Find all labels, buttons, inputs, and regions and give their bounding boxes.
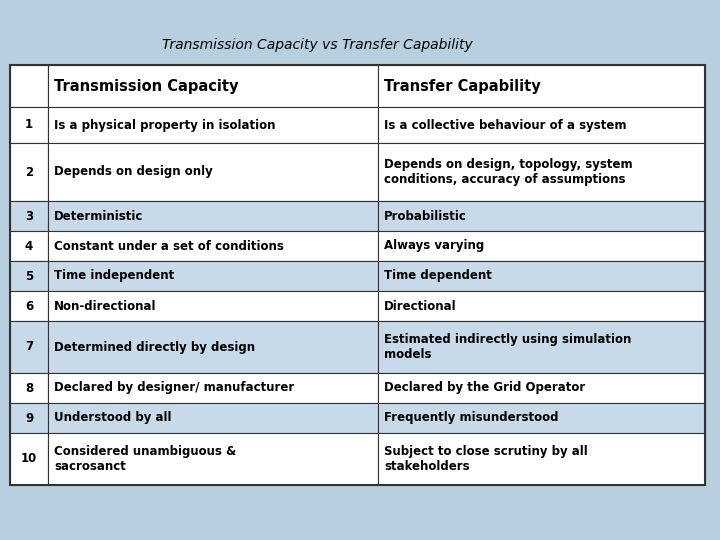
Bar <box>10 291 48 321</box>
Bar <box>378 261 705 291</box>
Bar <box>10 321 48 373</box>
Bar <box>48 433 378 485</box>
Text: 3: 3 <box>25 210 33 222</box>
Text: Depends on design only: Depends on design only <box>54 165 212 179</box>
Bar <box>10 373 48 403</box>
Bar <box>48 291 378 321</box>
Bar <box>10 107 48 143</box>
Bar <box>10 65 705 485</box>
Text: Is a collective behaviour of a system: Is a collective behaviour of a system <box>384 118 626 132</box>
Text: Deterministic: Deterministic <box>54 210 143 222</box>
Text: Understood by all: Understood by all <box>54 411 171 424</box>
Bar <box>378 65 705 107</box>
Bar <box>378 291 705 321</box>
Bar <box>48 107 378 143</box>
Text: Depends on design, topology, system
conditions, accuracy of assumptions: Depends on design, topology, system cond… <box>384 158 633 186</box>
Text: Non-directional: Non-directional <box>54 300 156 313</box>
Bar <box>378 433 705 485</box>
Text: 5: 5 <box>25 269 33 282</box>
Bar <box>378 321 705 373</box>
Bar <box>378 373 705 403</box>
Text: Frequently misunderstood: Frequently misunderstood <box>384 411 559 424</box>
Text: 7: 7 <box>25 341 33 354</box>
Bar <box>48 261 378 291</box>
Bar <box>10 231 48 261</box>
Text: 8: 8 <box>25 381 33 395</box>
Bar <box>378 107 705 143</box>
Bar <box>48 143 378 201</box>
Text: Estimated indirectly using simulation
models: Estimated indirectly using simulation mo… <box>384 333 631 361</box>
Text: Time independent: Time independent <box>54 269 174 282</box>
Bar <box>48 321 378 373</box>
Text: 10: 10 <box>21 453 37 465</box>
Text: Subject to close scrutiny by all
stakeholders: Subject to close scrutiny by all stakeho… <box>384 445 588 473</box>
Bar <box>378 403 705 433</box>
Bar <box>48 65 378 107</box>
Bar <box>10 65 48 107</box>
Bar <box>10 261 48 291</box>
Bar <box>10 433 48 485</box>
Bar <box>10 403 48 433</box>
Text: Constant under a set of conditions: Constant under a set of conditions <box>54 240 284 253</box>
Bar <box>0 485 720 540</box>
Text: 2: 2 <box>25 165 33 179</box>
Bar <box>48 231 378 261</box>
Text: 1: 1 <box>25 118 33 132</box>
Text: Determined directly by design: Determined directly by design <box>54 341 255 354</box>
Bar <box>10 143 48 201</box>
Text: Transfer Capability: Transfer Capability <box>384 78 541 93</box>
Bar <box>48 403 378 433</box>
Bar <box>378 231 705 261</box>
Bar <box>378 201 705 231</box>
Text: Is a physical property in isolation: Is a physical property in isolation <box>54 118 276 132</box>
Text: Time dependent: Time dependent <box>384 269 492 282</box>
Bar <box>48 373 378 403</box>
Bar <box>10 201 48 231</box>
Text: Probabilistic: Probabilistic <box>384 210 467 222</box>
Text: 9: 9 <box>25 411 33 424</box>
Text: Directional: Directional <box>384 300 456 313</box>
Text: 4: 4 <box>25 240 33 253</box>
Text: Always varying: Always varying <box>384 240 485 253</box>
Text: Transmission Capacity: Transmission Capacity <box>54 78 238 93</box>
Bar <box>378 143 705 201</box>
Text: Transmission Capacity vs Transfer Capability: Transmission Capacity vs Transfer Capabi… <box>162 38 473 52</box>
Text: Declared by the Grid Operator: Declared by the Grid Operator <box>384 381 585 395</box>
Bar <box>48 201 378 231</box>
Text: 6: 6 <box>25 300 33 313</box>
Text: Considered unambiguous &
sacrosanct: Considered unambiguous & sacrosanct <box>54 445 236 473</box>
Text: Declared by designer/ manufacturer: Declared by designer/ manufacturer <box>54 381 294 395</box>
